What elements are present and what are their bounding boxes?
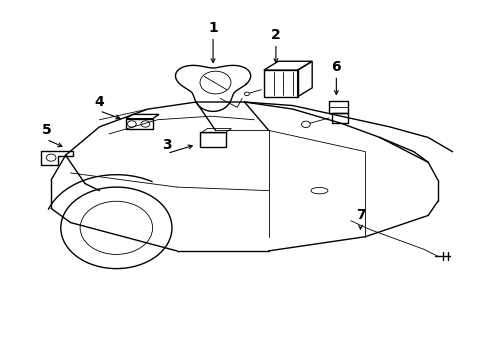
Text: 2: 2 [270, 28, 280, 42]
Text: 1: 1 [208, 21, 218, 35]
Text: 7: 7 [355, 208, 365, 222]
Text: 6: 6 [331, 59, 341, 73]
Text: 3: 3 [162, 138, 172, 152]
Text: 4: 4 [94, 95, 104, 109]
Text: 5: 5 [41, 123, 51, 138]
